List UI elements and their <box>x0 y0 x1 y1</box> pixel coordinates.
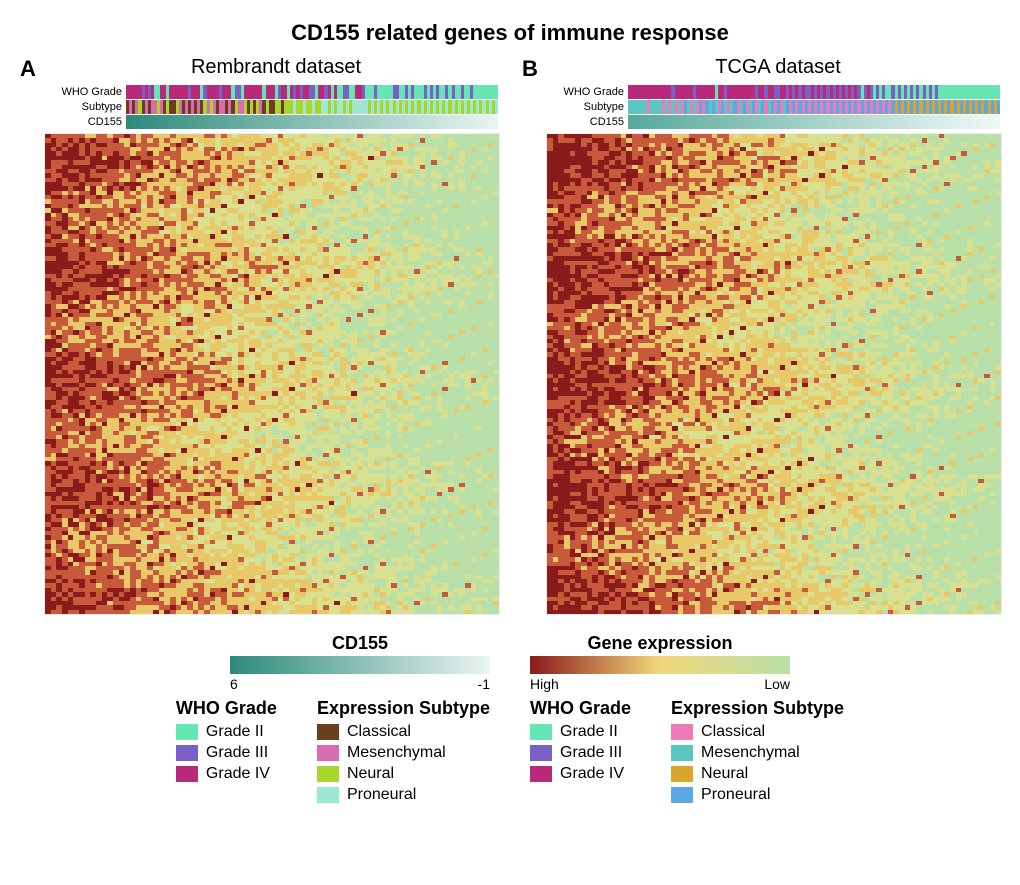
legend-label: Grade IV <box>206 765 270 783</box>
cd155-scale-legend: CD155 6 -1 <box>230 633 490 692</box>
panel-title-b: TCGA dataset <box>556 56 1000 79</box>
legend-label: Neural <box>347 765 394 783</box>
anno-bar-who-b <box>628 85 1000 99</box>
legend-label: Grade III <box>206 744 268 762</box>
cd155-scale-title: CD155 <box>230 633 490 654</box>
anno-label-cd155-b: CD155 <box>546 116 628 128</box>
legend-item: Grade III <box>176 744 277 762</box>
cd155-scalebar <box>230 656 490 674</box>
legend-item: Grade II <box>176 723 277 741</box>
legend-item: Classical <box>317 723 490 741</box>
legend-label: Grade IV <box>560 765 624 783</box>
legend-swatch <box>317 787 339 803</box>
legend-swatch <box>671 745 693 761</box>
legend-swatch <box>530 724 552 740</box>
anno-bar-subtype-a <box>126 100 498 114</box>
who-grade-legend-a: WHO Grade Grade II Grade III Grade IV <box>176 698 277 807</box>
anno-bar-cd155-b <box>628 115 1000 129</box>
heatmap-b <box>546 133 1002 615</box>
figure-title: CD155 related genes of immune response <box>20 20 1000 46</box>
panel-b-annotations: WHO Grade Subtype CD155 <box>546 85 1000 129</box>
geneexp-scale-legend: Gene expression High Low <box>530 633 790 692</box>
legend-item: Proneural <box>317 786 490 804</box>
legend-swatch <box>671 787 693 803</box>
legend-label: Mesenchymal <box>347 744 446 762</box>
panel-a: A Rembrandt dataset WHO Grade Subtype CD… <box>20 56 498 615</box>
cd155-scale-high: 6 <box>230 676 238 692</box>
legend-item: Grade II <box>530 723 631 741</box>
who-grade-legend-title-b: WHO Grade <box>530 698 631 719</box>
legend-swatch <box>176 766 198 782</box>
geneexp-scale-title: Gene expression <box>530 633 790 654</box>
legend-label: Grade II <box>206 723 264 741</box>
who-grade-legend-b: WHO Grade Grade II Grade III Grade IV <box>530 698 631 807</box>
cd155-scale-low: -1 <box>478 676 490 692</box>
legend-swatch <box>317 766 339 782</box>
panels-row: A Rembrandt dataset WHO Grade Subtype CD… <box>20 56 1000 615</box>
legend-label: Mesenchymal <box>701 744 800 762</box>
legend-swatch <box>671 724 693 740</box>
panel-letter-b: B <box>522 56 546 82</box>
legend-swatch <box>530 766 552 782</box>
legend-label: Grade III <box>560 744 622 762</box>
anno-label-subtype-a: Subtype <box>44 101 126 113</box>
panel-title-a: Rembrandt dataset <box>54 56 498 79</box>
legend-label: Proneural <box>347 786 416 804</box>
legend-label: Classical <box>701 723 765 741</box>
legend-item: Mesenchymal <box>671 744 844 762</box>
legend-swatch <box>317 745 339 761</box>
anno-bar-who-a <box>126 85 498 99</box>
legend-label: Classical <box>347 723 411 741</box>
panel-letter-a: A <box>20 56 44 82</box>
subtype-legend-a: Expression Subtype Classical Mesenchymal N… <box>317 698 490 807</box>
heatmap-a <box>44 133 500 615</box>
anno-label-subtype-b: Subtype <box>546 101 628 113</box>
geneexp-scale-low: Low <box>764 676 790 692</box>
who-grade-legend-title-a: WHO Grade <box>176 698 277 719</box>
anno-label-who-a: WHO Grade <box>44 86 126 98</box>
legend-item: Grade IV <box>176 765 277 783</box>
panel-a-annotations: WHO Grade Subtype CD155 <box>44 85 498 129</box>
legend-item: Grade III <box>530 744 631 762</box>
subtype-legend-title-a: Expression Subtype <box>317 698 490 719</box>
legend-label: Proneural <box>701 786 770 804</box>
legend-swatch <box>530 745 552 761</box>
legend-swatch <box>671 766 693 782</box>
legend-swatch <box>317 724 339 740</box>
legend-item: Proneural <box>671 786 844 804</box>
legend-item: Neural <box>317 765 490 783</box>
geneexp-scalebar <box>530 656 790 674</box>
legend-swatch <box>176 745 198 761</box>
legend-item: Classical <box>671 723 844 741</box>
legend-block: CD155 6 -1 Gene expression High Low WHO … <box>20 633 1000 807</box>
legend-swatch <box>176 724 198 740</box>
anno-bar-cd155-a <box>126 115 498 129</box>
legend-label: Grade II <box>560 723 618 741</box>
legend-label: Neural <box>701 765 748 783</box>
geneexp-scale-high: High <box>530 676 559 692</box>
anno-bar-subtype-b <box>628 100 1000 114</box>
panel-b: B TCGA dataset WHO Grade Subtype CD155 <box>522 56 1000 615</box>
anno-label-who-b: WHO Grade <box>546 86 628 98</box>
anno-label-cd155-a: CD155 <box>44 116 126 128</box>
legend-item: Neural <box>671 765 844 783</box>
legend-item: Mesenchymal <box>317 744 490 762</box>
subtype-legend-b: Expression Subtype Classical Mesenchymal N… <box>671 698 844 807</box>
subtype-legend-title-b: Expression Subtype <box>671 698 844 719</box>
legend-item: Grade IV <box>530 765 631 783</box>
